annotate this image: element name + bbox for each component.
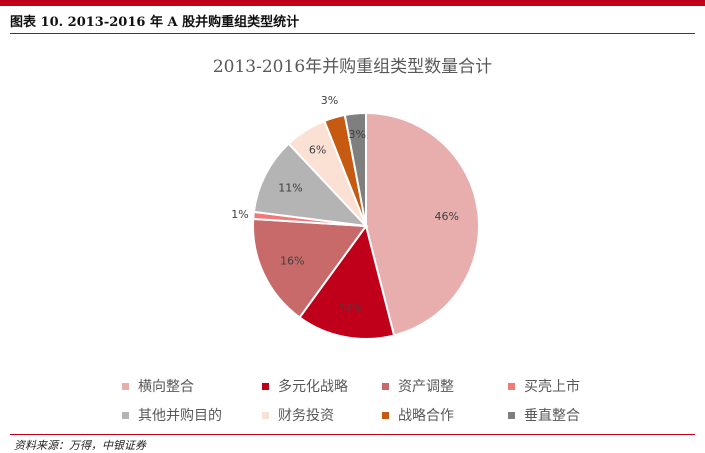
caption-divider [10, 33, 695, 34]
legend-item-1: 横向整合 [122, 376, 262, 396]
legend-label: 横向整合 [138, 379, 194, 395]
legend-item-5: 其他并购目的 [122, 405, 262, 425]
slice-label-5: 11% [278, 182, 302, 195]
pie-slice-2 [298, 223, 396, 340]
source-note: 资料来源：万得，中银证券 [14, 439, 146, 452]
top-accent-bar [0, 0, 705, 6]
legend-label: 多元化战略 [278, 379, 348, 395]
legend-swatch [382, 411, 389, 419]
legend-swatch [122, 411, 129, 419]
legend-label: 财务投资 [278, 408, 334, 424]
pie-slice-8 [343, 111, 367, 227]
legend-item-2: 多元化战略 [262, 376, 382, 396]
slice-label-8: 3% [349, 128, 366, 141]
legend-swatch [262, 382, 269, 390]
chart-title: 2013-2016年并购重组类型数量合计 [212, 57, 493, 77]
legend-item-8: 垂直整合 [508, 405, 628, 425]
legend-swatch [122, 382, 129, 390]
slice-label-6: 6% [309, 144, 326, 157]
legend-label: 战略合作 [398, 408, 454, 424]
legend-label: 资产调整 [398, 379, 454, 395]
legend-item-7: 战略合作 [382, 405, 508, 425]
legend-label: 垂直整合 [524, 408, 580, 424]
pie-slice-3 [252, 217, 368, 319]
legend-swatch [508, 382, 515, 390]
legend-swatch [382, 382, 389, 390]
legend-item-3: 资产调整 [382, 376, 508, 396]
legend-item-6: 财务投资 [262, 405, 382, 425]
slice-label-3: 16% [280, 255, 304, 268]
slice-label-4: 1% [231, 208, 248, 221]
legend-label: 买壳上市 [524, 379, 580, 395]
legend-swatch [508, 411, 515, 419]
slice-label-1: 46% [434, 210, 458, 223]
chart-legend: 横向整合 多元化战略 资产调整 买壳上市其他并购目的 财务投资 战略合作 垂直整合 [122, 376, 642, 425]
legend-item-4: 买壳上市 [508, 376, 628, 396]
pie-slice-5 [252, 142, 369, 228]
pie-slice-1 [365, 111, 480, 337]
legend-label: 其他并购目的 [138, 408, 222, 424]
figure-caption: 图表 10. 2013-2016 年 A 股并购重组类型统计 [10, 15, 300, 30]
slice-label-7: 3% [321, 94, 338, 107]
source-divider [10, 434, 695, 435]
slice-label-2: 14% [338, 302, 362, 315]
legend-swatch [262, 411, 269, 419]
